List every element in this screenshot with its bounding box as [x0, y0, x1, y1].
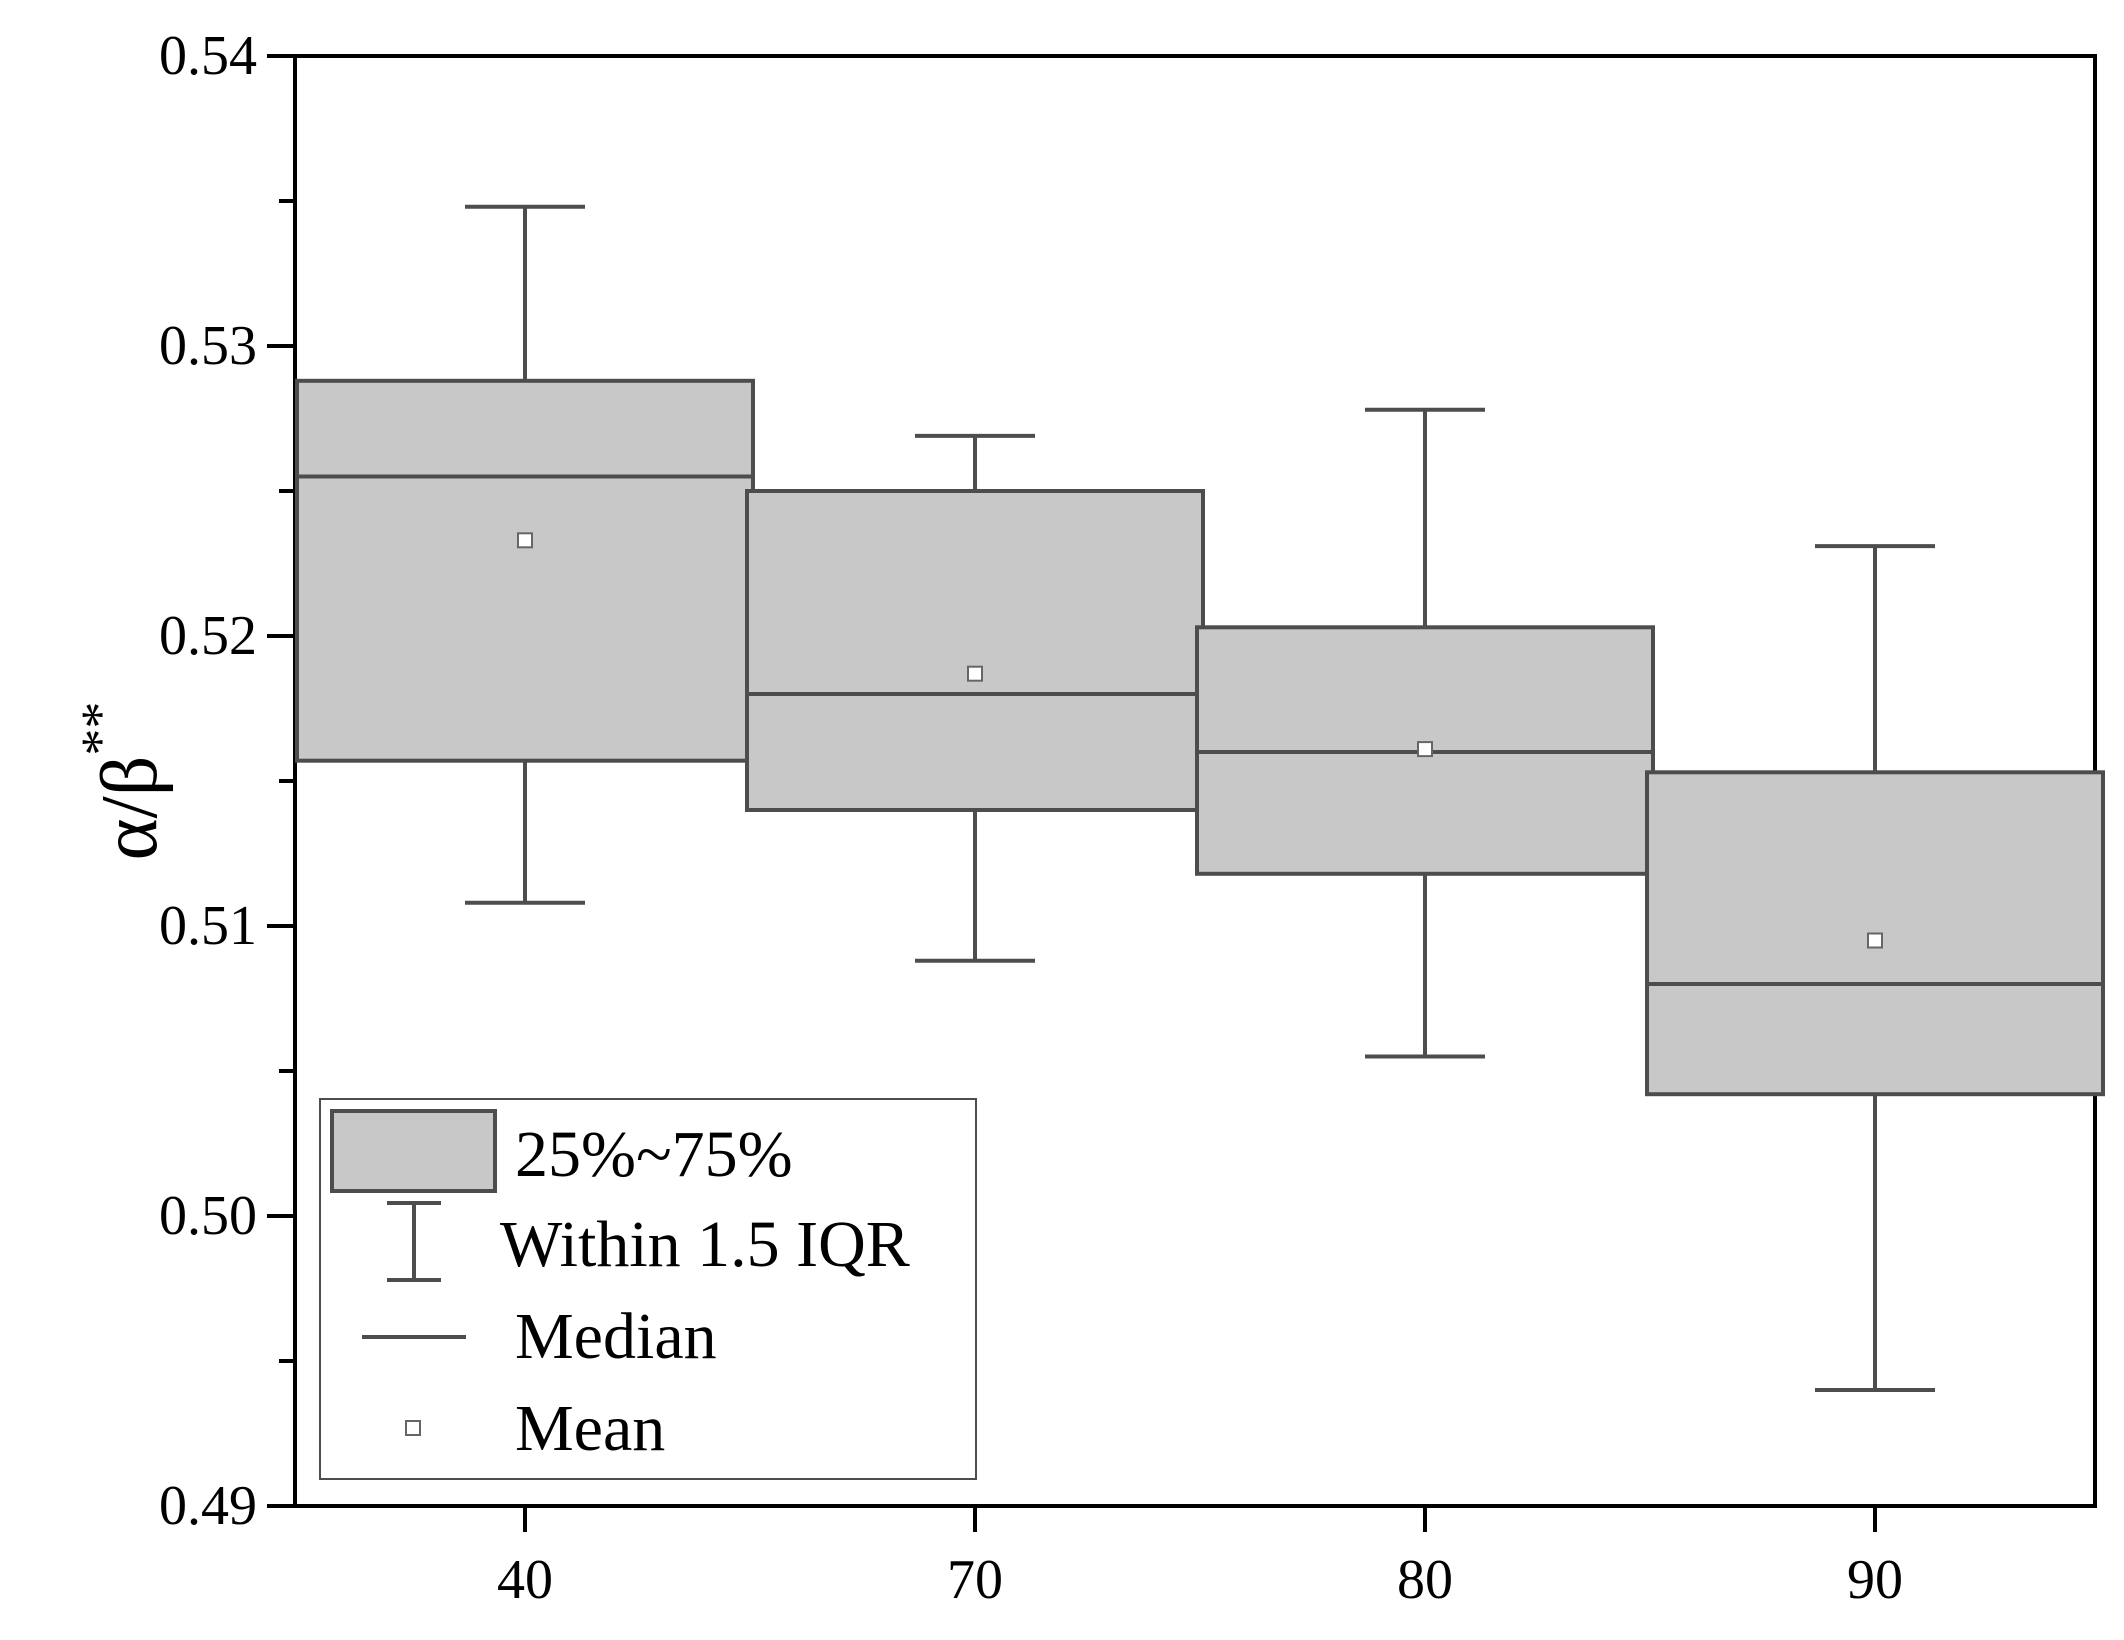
y-tick-label: 0.51	[159, 895, 257, 957]
iqr-box	[295, 378, 755, 763]
legend-whisker-icon	[387, 1201, 441, 1282]
y-axis-label: α/β**	[70, 702, 174, 861]
y-axis-ticks: 0.49 0.50 0.51 0.52 0.53 0.54	[159, 25, 295, 1537]
mean-marker	[1867, 932, 1883, 949]
box-group-80	[1195, 407, 1655, 1059]
x-tick-label: 40	[497, 1549, 553, 1611]
box-group-70	[745, 433, 1205, 963]
legend-mean-label: Mean	[515, 1392, 665, 1465]
legend-whisker-label: Within 1.5 IQR	[500, 1208, 910, 1281]
y-tick-label: 0.49	[159, 1475, 257, 1537]
y-tick-label: 0.54	[159, 25, 257, 87]
box-group-90	[1645, 544, 2105, 1392]
box-series	[295, 204, 2105, 1392]
mean-marker	[1417, 741, 1433, 758]
mean-marker	[967, 665, 983, 682]
y-axis-label-superscript: **	[70, 702, 130, 756]
legend-median-label: Median	[515, 1300, 717, 1373]
y-tick-label: 0.50	[159, 1185, 257, 1247]
legend: 25%~75% Within 1.5 IQR Median Mean	[319, 1098, 977, 1480]
x-tick-label: 90	[1847, 1549, 1903, 1611]
x-axis-ticks: 40 70 80 90	[497, 1506, 1903, 1611]
legend-box-label: 25%~75%	[515, 1118, 793, 1191]
y-axis-label-main: α/β	[86, 756, 174, 861]
y-tick-label: 0.53	[159, 315, 257, 377]
mean-marker	[517, 532, 533, 549]
x-tick-label: 70	[947, 1549, 1003, 1611]
y-tick-label: 0.52	[159, 605, 257, 667]
legend-mean-marker	[405, 1420, 421, 1436]
x-tick-label: 80	[1397, 1549, 1453, 1611]
box-group-40	[295, 204, 755, 905]
legend-box-swatch	[330, 1109, 497, 1193]
iqr-box	[745, 489, 1205, 812]
